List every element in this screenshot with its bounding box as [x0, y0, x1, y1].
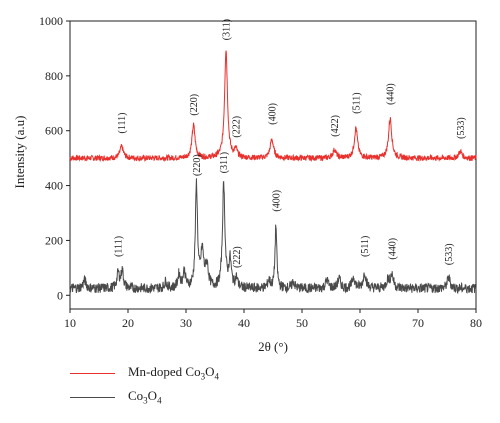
peak-label-0: (222): [231, 116, 242, 138]
plot-frame: [69, 20, 477, 310]
peak-label-0: (111): [117, 113, 128, 134]
series-line-0: [69, 50, 477, 163]
legend-label-mn-doped: Mn-doped Co3O4: [128, 364, 219, 382]
y-tick-label: 600: [45, 124, 63, 138]
x-axis-title: 2θ (°): [258, 339, 288, 354]
x-tick-label: 10: [64, 316, 76, 330]
x-tick-label: 70: [412, 316, 424, 330]
peak-label-1: (400): [271, 190, 282, 212]
peak-label-0: (311): [222, 19, 233, 40]
y-tick-label: 800: [45, 69, 63, 83]
peak-label-0: (511): [351, 92, 362, 113]
peak-label-0: (220): [189, 94, 200, 116]
x-tick-label: 20: [122, 316, 134, 330]
x-tick-label: 40: [238, 316, 250, 330]
peak-label-0: (400): [267, 103, 278, 125]
peak-label-1: (533): [444, 243, 455, 265]
y-tick-label: 1000: [39, 14, 63, 28]
peak-label-1: (311): [219, 152, 230, 173]
y-tick-label: 200: [45, 233, 63, 247]
peak-label-1: (222): [232, 246, 243, 268]
legend-label-co3o4: Co3O4: [128, 388, 162, 406]
y-tick-label: 400: [45, 179, 63, 193]
peak-label-0: (422): [330, 115, 341, 137]
x-tick-label: 60: [354, 316, 366, 330]
y-tick-label: 0: [57, 288, 63, 302]
peak-label-1: (511): [360, 236, 371, 257]
x-tick-label: 80: [470, 316, 482, 330]
peak-label-1: (440): [387, 238, 398, 260]
peak-label-1: (220): [192, 154, 203, 176]
peak-label-0: (440): [386, 83, 397, 105]
legend-swatch-mn-doped: [70, 373, 115, 374]
y-axis-title: Intensity (a.u): [12, 116, 27, 189]
x-tick-label: 50: [296, 316, 308, 330]
x-tick-label: 30: [180, 316, 192, 330]
peak-label-1: (111): [114, 236, 125, 257]
legend-swatch-co3o4: [70, 397, 115, 398]
series-line-1: [69, 178, 477, 295]
peak-label-0: (533): [456, 117, 467, 139]
